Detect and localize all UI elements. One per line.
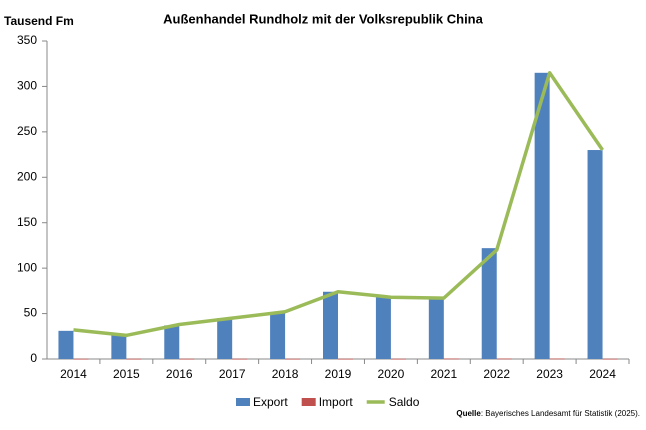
bar <box>111 335 127 359</box>
x-tick-label: 2023 <box>536 367 563 381</box>
bar <box>232 358 248 360</box>
y-tick-label: 100 <box>17 260 37 274</box>
bar <box>164 325 180 359</box>
y-tick-label: 200 <box>17 169 37 183</box>
y-tick-label: 250 <box>17 124 37 138</box>
y-axis-label: Tausend Fm <box>4 14 74 28</box>
source-text: : Bayerisches Landesamt für Statistik (2… <box>481 409 640 418</box>
x-tick-label: 2014 <box>60 367 87 381</box>
bar <box>126 358 142 360</box>
line <box>73 71 604 338</box>
y-tick-label: 50 <box>24 306 38 320</box>
x-tick-label: 2020 <box>378 367 405 381</box>
x-tick-label: 2019 <box>325 367 352 381</box>
bar <box>549 358 565 360</box>
x-tick-label: 2017 <box>219 367 246 381</box>
y-tick-label: 150 <box>17 215 37 229</box>
bar <box>217 318 233 359</box>
bar <box>375 297 391 359</box>
legend-swatch <box>301 398 316 406</box>
bar <box>587 150 603 359</box>
bar <box>179 358 195 360</box>
bar <box>338 358 353 360</box>
bar <box>428 298 444 359</box>
x-tick-label: 2018 <box>272 367 299 381</box>
legend-label: Import <box>319 395 354 409</box>
chart-title: Außenhandel Rundholz mit der Volksrepubl… <box>163 11 483 26</box>
source-label: Quelle <box>456 409 481 418</box>
bar <box>73 358 89 360</box>
bar <box>534 72 550 360</box>
x-tick-label: 2024 <box>589 367 616 381</box>
y-tick-label: 350 <box>17 33 37 47</box>
legend-label: Saldo <box>389 395 420 409</box>
bar <box>285 358 301 360</box>
bar <box>496 358 512 360</box>
bar <box>58 330 74 359</box>
y-tick-label: 300 <box>17 79 37 93</box>
bar <box>270 312 286 359</box>
legend-label: Export <box>253 395 288 409</box>
y-tick-label: 0 <box>30 351 37 365</box>
legend-swatch <box>236 398 250 406</box>
bar <box>602 358 618 360</box>
bar <box>390 358 406 360</box>
bar <box>481 248 497 359</box>
source-note: Quelle: Bayerisches Landesamt für Statis… <box>456 409 640 418</box>
x-tick-label: 2021 <box>430 367 457 381</box>
bar <box>323 291 338 359</box>
bar <box>443 358 459 360</box>
x-tick-label: 2015 <box>113 367 140 381</box>
x-tick-label: 2016 <box>166 367 193 381</box>
x-tick-label: 2022 <box>483 367 510 381</box>
